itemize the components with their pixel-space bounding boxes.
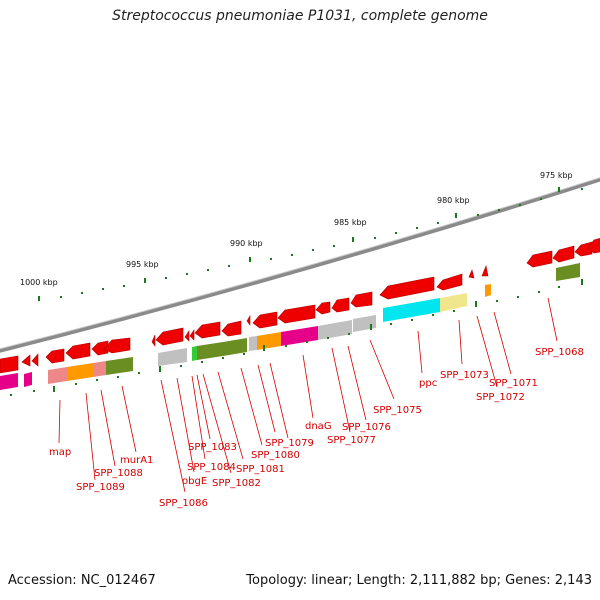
gene-arrow bbox=[252, 311, 278, 329]
gene-arrow bbox=[331, 297, 350, 313]
gene-label-spp-1077: SPP_1077 bbox=[327, 435, 376, 446]
gene-arrow bbox=[21, 354, 31, 367]
scale-label-980: 980 kbp bbox=[437, 196, 470, 205]
gene-label-spp-1088: SPP_1088 bbox=[94, 468, 143, 479]
genome-summary-text: Topology: linear; Length: 2,111,882 bp; … bbox=[246, 573, 592, 588]
gene-arrow bbox=[315, 301, 331, 315]
gene-block bbox=[383, 298, 440, 322]
gene-arrow bbox=[526, 250, 553, 268]
genome-backbone bbox=[0, 177, 600, 353]
accession-text: Accession: NC_012467 bbox=[8, 573, 156, 588]
gene-block bbox=[0, 373, 18, 390]
scale-label-1000: 1000 kbp bbox=[20, 278, 58, 287]
gene-arrow bbox=[184, 330, 190, 342]
gene-label-spp-1089: SPP_1089 bbox=[76, 482, 125, 493]
gene-arrow bbox=[587, 238, 600, 254]
gene-block bbox=[158, 348, 187, 366]
gene-block bbox=[318, 320, 352, 340]
gene-block bbox=[485, 284, 491, 297]
lower-ticks bbox=[10, 279, 583, 396]
gene-label-spp-1081: SPP_1081 bbox=[236, 464, 285, 475]
gene-block bbox=[106, 357, 133, 375]
gene-block bbox=[257, 332, 281, 350]
gene-arrow bbox=[151, 334, 156, 347]
gene-arrow bbox=[379, 276, 435, 300]
map-title: Streptococcus pneumoniae P1031, complete… bbox=[112, 8, 488, 24]
gene-block bbox=[223, 338, 247, 356]
gene-label-spp-1086: SPP_1086 bbox=[159, 498, 208, 509]
gene-block bbox=[24, 372, 32, 387]
gene-label-spp-1079: SPP_1079 bbox=[265, 438, 314, 449]
gene-label-spp-1071: SPP_1071 bbox=[489, 378, 538, 389]
gene-label-spp-1075: SPP_1075 bbox=[373, 405, 422, 416]
label-leaders bbox=[58, 297, 558, 493]
scale-label-975: 975 kbp bbox=[540, 171, 573, 180]
gene-block bbox=[281, 326, 318, 346]
gene-block bbox=[556, 263, 580, 281]
gene-label-spp-1068: SPP_1068 bbox=[535, 347, 584, 358]
gene-arrow bbox=[552, 245, 575, 263]
gene-label-spp-1073: SPP_1073 bbox=[440, 370, 489, 381]
gene-label-mura1: murA1 bbox=[120, 455, 153, 466]
gene-block bbox=[249, 336, 257, 351]
gene-arrow bbox=[189, 329, 195, 341]
gene-arrow bbox=[155, 327, 184, 346]
scale-label-985: 985 kbp bbox=[334, 218, 367, 227]
scale-label-990: 990 kbp bbox=[230, 239, 263, 248]
gene-label-obge: obgE bbox=[182, 476, 207, 487]
gene-block bbox=[67, 363, 93, 381]
gene-arrow bbox=[246, 314, 251, 326]
gene-arrow bbox=[221, 320, 242, 337]
gene-arrow bbox=[0, 355, 19, 374]
gene-arrow bbox=[468, 269, 475, 279]
scale-label-995: 995 kbp bbox=[126, 260, 159, 269]
gene-label-spp-1082: SPP_1082 bbox=[212, 478, 261, 489]
gene-label-dnag: dnaG bbox=[305, 421, 332, 432]
gene-arrow bbox=[45, 348, 65, 364]
gene-arrow bbox=[481, 264, 489, 277]
gene-block bbox=[440, 293, 467, 312]
gene-label-spp-1080: SPP_1080 bbox=[251, 450, 300, 461]
gene-label-spp-1084: SPP_1084 bbox=[187, 462, 236, 473]
gene-arrow bbox=[65, 342, 91, 360]
gene-label-map: map bbox=[49, 447, 71, 458]
gene-arrow bbox=[436, 273, 463, 291]
gene-block bbox=[192, 346, 197, 361]
gene-labels: map SPP_1089 SPP_1088 murA1 SPP_1086 obg… bbox=[49, 347, 584, 509]
gene-label-spp-1083: SPP_1083 bbox=[188, 442, 237, 453]
gene-arrows bbox=[0, 238, 600, 374]
gene-arrow bbox=[103, 337, 131, 354]
gene-block bbox=[353, 315, 376, 332]
gene-label-spp-1076: SPP_1076 bbox=[342, 422, 391, 433]
gene-arrow bbox=[194, 321, 221, 339]
gene-block bbox=[93, 361, 106, 377]
gene-arrow bbox=[350, 291, 373, 308]
scale-ticks bbox=[38, 187, 583, 301]
gene-arrow bbox=[277, 304, 316, 324]
gene-label-spp-1072: SPP_1072 bbox=[476, 392, 525, 403]
gene-block bbox=[197, 342, 223, 360]
gene-arrow bbox=[31, 353, 39, 367]
gene-label-ppc: ppc bbox=[419, 378, 437, 389]
gene-block bbox=[48, 367, 67, 384]
